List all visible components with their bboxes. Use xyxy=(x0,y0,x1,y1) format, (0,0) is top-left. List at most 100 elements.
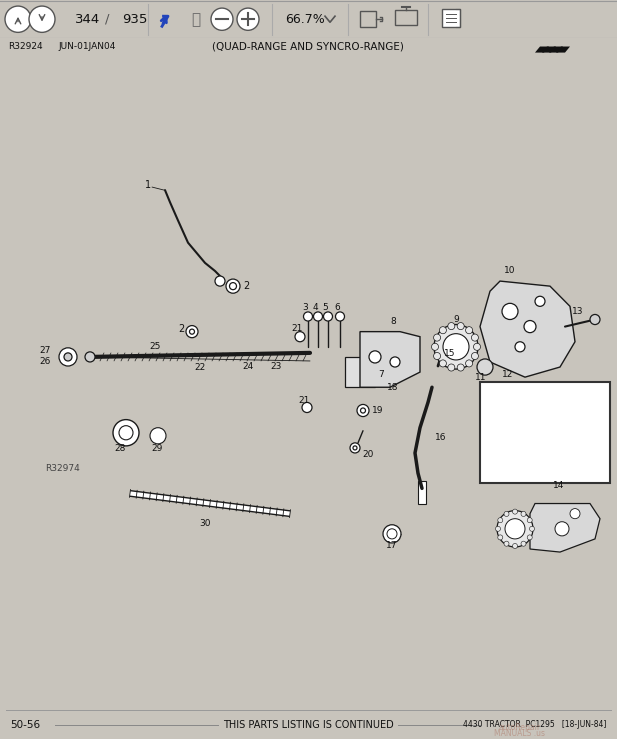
Text: 28: 28 xyxy=(114,444,126,454)
Circle shape xyxy=(555,522,569,536)
Circle shape xyxy=(439,327,447,334)
Text: 18: 18 xyxy=(387,383,399,392)
Text: autoRepair: autoRepair xyxy=(499,723,541,732)
Circle shape xyxy=(521,511,526,517)
Text: 344: 344 xyxy=(75,13,100,26)
Bar xyxy=(480,382,610,483)
Circle shape xyxy=(59,348,77,366)
Text: 50-56: 50-56 xyxy=(10,720,40,729)
Circle shape xyxy=(64,353,72,361)
Circle shape xyxy=(457,322,464,330)
Circle shape xyxy=(350,443,360,453)
Bar xyxy=(360,11,376,27)
Text: 22: 22 xyxy=(194,363,205,372)
Circle shape xyxy=(524,321,536,333)
Circle shape xyxy=(505,519,525,539)
Circle shape xyxy=(513,509,518,514)
Circle shape xyxy=(466,327,473,334)
Text: 9: 9 xyxy=(453,315,459,324)
Text: 🖐: 🖐 xyxy=(191,12,201,27)
Circle shape xyxy=(497,511,533,547)
Text: 10: 10 xyxy=(504,267,516,276)
Circle shape xyxy=(304,312,312,321)
Circle shape xyxy=(498,518,503,522)
Circle shape xyxy=(369,351,381,363)
Text: 2: 2 xyxy=(178,324,184,333)
Polygon shape xyxy=(535,47,549,52)
Text: 11: 11 xyxy=(475,372,486,381)
Circle shape xyxy=(85,352,95,362)
Text: 26: 26 xyxy=(39,358,51,367)
Text: 14: 14 xyxy=(553,481,565,490)
Bar xyxy=(395,10,417,25)
Circle shape xyxy=(527,535,532,540)
Circle shape xyxy=(387,529,397,539)
Text: 2: 2 xyxy=(243,281,249,291)
Circle shape xyxy=(189,329,194,334)
Circle shape xyxy=(457,364,464,371)
Text: 19: 19 xyxy=(372,406,384,415)
Text: 6: 6 xyxy=(334,303,340,312)
Circle shape xyxy=(448,364,455,371)
Text: 21: 21 xyxy=(298,396,309,405)
Circle shape xyxy=(119,426,133,440)
Text: R32974: R32974 xyxy=(45,463,80,473)
Text: (QUAD-RANGE AND SYNCRO-RANGE): (QUAD-RANGE AND SYNCRO-RANGE) xyxy=(212,41,404,52)
Circle shape xyxy=(477,359,493,375)
Circle shape xyxy=(215,276,225,286)
Circle shape xyxy=(473,344,481,350)
Text: 935: 935 xyxy=(122,13,147,26)
Circle shape xyxy=(390,357,400,367)
Circle shape xyxy=(230,282,236,290)
Circle shape xyxy=(434,353,441,360)
Text: 13: 13 xyxy=(572,307,584,316)
Circle shape xyxy=(360,408,365,413)
Polygon shape xyxy=(530,503,600,552)
Circle shape xyxy=(498,535,503,540)
Circle shape xyxy=(521,541,526,546)
Circle shape xyxy=(515,341,525,352)
Text: 7: 7 xyxy=(378,370,384,378)
Circle shape xyxy=(353,446,357,450)
Circle shape xyxy=(302,403,312,412)
Circle shape xyxy=(527,518,532,522)
Bar xyxy=(442,9,460,27)
Polygon shape xyxy=(542,47,556,52)
Circle shape xyxy=(434,334,441,341)
Text: 3: 3 xyxy=(302,303,308,312)
Circle shape xyxy=(443,334,469,360)
Text: JUN-01JAN04: JUN-01JAN04 xyxy=(58,42,115,51)
Text: 4: 4 xyxy=(312,303,318,312)
Circle shape xyxy=(448,322,455,330)
Circle shape xyxy=(29,6,55,33)
Text: MANUALS .us: MANUALS .us xyxy=(494,729,545,738)
Circle shape xyxy=(466,360,473,367)
Circle shape xyxy=(439,360,447,367)
Polygon shape xyxy=(360,332,420,387)
Text: 4430 TRACTOR  PC1295   [18-JUN-84]: 4430 TRACTOR PC1295 [18-JUN-84] xyxy=(463,720,606,729)
Circle shape xyxy=(5,6,31,33)
Circle shape xyxy=(495,526,500,531)
Circle shape xyxy=(226,279,240,293)
Circle shape xyxy=(383,525,401,543)
Circle shape xyxy=(502,303,518,319)
Circle shape xyxy=(590,315,600,324)
Polygon shape xyxy=(345,357,375,387)
Text: /: / xyxy=(105,13,109,26)
Text: 30: 30 xyxy=(199,520,211,528)
Bar xyxy=(418,481,426,503)
Circle shape xyxy=(504,541,509,546)
Text: 16: 16 xyxy=(435,433,447,443)
Circle shape xyxy=(535,296,545,307)
Circle shape xyxy=(336,312,344,321)
Circle shape xyxy=(237,8,259,30)
Text: 25: 25 xyxy=(149,342,160,351)
Text: 24: 24 xyxy=(242,361,254,370)
Text: R32924: R32924 xyxy=(8,42,43,51)
Text: 5: 5 xyxy=(322,303,328,312)
Circle shape xyxy=(113,420,139,446)
Circle shape xyxy=(570,508,580,519)
Text: 8: 8 xyxy=(390,317,395,326)
Text: 27: 27 xyxy=(39,347,51,355)
Circle shape xyxy=(150,428,166,444)
